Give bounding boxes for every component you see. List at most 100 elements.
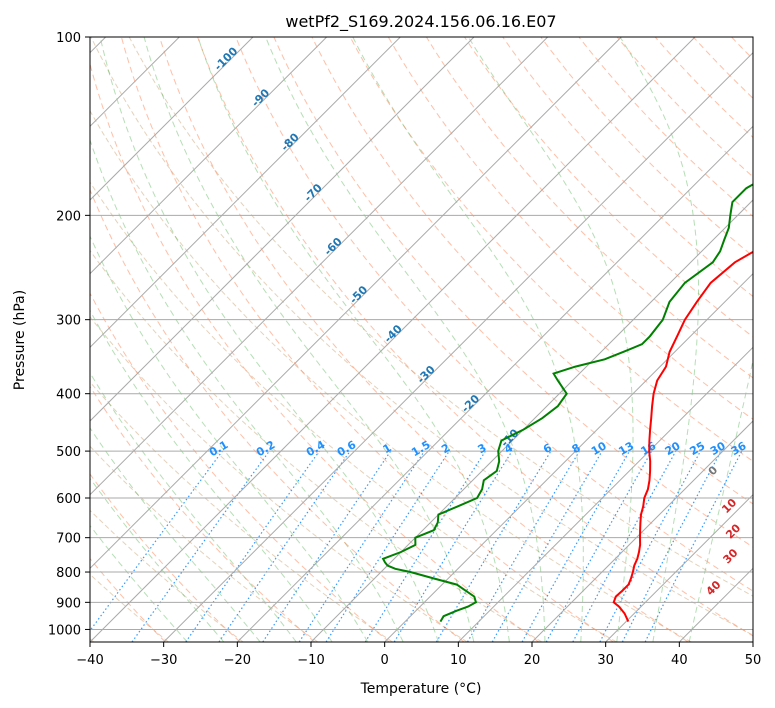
x-tick-label: 20	[524, 653, 541, 668]
mixing-ratio-line	[90, 450, 223, 632]
theta-e-line	[90, 37, 753, 636]
y-tick-label: 900	[56, 596, 81, 611]
plot-area: 0.1 0.2 0.4 0.6 1 1.5 2 3 4 6 8 10 13 16 20 25 30 36-100-…	[90, 37, 753, 642]
moist-adiabat	[90, 235, 369, 642]
isotherm-line	[90, 37, 475, 422]
isotherms	[90, 37, 753, 642]
chart-title: wetPf2_S169.2024.156.06.16.E07	[285, 12, 556, 32]
mixing-ratio-line	[131, 450, 270, 642]
isotherm-line	[90, 37, 254, 201]
mixing-ratio-line	[218, 450, 351, 642]
y-axis-ticks: 100 200 300 400 500 600 700 800 900 1000	[48, 31, 90, 638]
moist-adiabat	[90, 138, 404, 642]
theta-e-line	[90, 445, 319, 642]
isotherm-line	[236, 125, 753, 642]
mixing-ratio-line	[298, 450, 425, 642]
isotherm-line	[90, 37, 401, 349]
moist-adiabat	[265, 37, 546, 642]
moist-adiabat	[352, 37, 584, 642]
isotherm-line	[90, 37, 549, 496]
y-tick-label: 400	[56, 388, 81, 403]
plot-frame	[89, 36, 754, 643]
moist-adiabat	[90, 371, 297, 642]
moist-adiabat	[688, 358, 753, 642]
dry-adiabat	[120, 37, 614, 642]
mixing-ratio-line	[644, 450, 743, 642]
dry-adiabat	[349, 37, 753, 462]
mixing-ratio-line	[521, 450, 631, 642]
moist-adiabat	[99, 37, 439, 642]
x-tick-label: −10	[297, 653, 324, 668]
y-tick-label: 300	[56, 314, 81, 329]
isobars	[90, 37, 753, 630]
theta-e-line	[128, 37, 753, 597]
temperature-profile	[612, 250, 753, 623]
x-tick-label: −20	[224, 653, 251, 668]
mixing-ratio-line	[545, 450, 653, 642]
x-tick-label: 10	[450, 653, 467, 668]
y-tick-label: 700	[56, 532, 81, 547]
moist-adiabat	[90, 524, 188, 642]
dry-adiabat	[235, 37, 753, 592]
moist-adiabat	[619, 37, 699, 642]
dry-adiabat	[159, 37, 689, 642]
moist-adiabat	[90, 309, 333, 642]
isotherm-line	[605, 493, 753, 642]
theta-e-line	[90, 109, 692, 642]
y-tick-label: 100	[56, 31, 81, 46]
isotherm-line	[310, 199, 753, 642]
x-tick-label: 30	[597, 653, 614, 668]
moist-adiabat	[90, 477, 225, 642]
dry-adiabat	[425, 37, 753, 379]
x-tick-label: 0	[381, 653, 389, 668]
isotherm-line	[90, 37, 696, 642]
y-tick-label: 600	[56, 492, 81, 507]
mixing-ratio-line	[262, 450, 392, 642]
x-tick-label: 40	[671, 653, 688, 668]
mixing-ratio-line	[185, 450, 320, 642]
isotherm-line	[457, 346, 753, 642]
mixing-ratio-lines	[90, 450, 743, 642]
theta-e-line	[90, 316, 468, 642]
isotherm-line	[90, 37, 328, 275]
theta-e-line	[90, 249, 543, 642]
y-tick-label: 800	[56, 566, 81, 581]
dry-adiabat	[387, 37, 753, 420]
dry-adiabat	[90, 188, 465, 642]
dry-adiabat	[464, 37, 753, 338]
dewpoint-profile	[381, 183, 753, 623]
mixing-ratio-line	[572, 450, 677, 642]
x-tick-label: 50	[745, 653, 762, 668]
theta-e-line	[90, 181, 617, 642]
y-tick-label: 200	[56, 209, 81, 224]
moist-adiabat	[143, 37, 475, 642]
isotherm-line	[90, 37, 622, 570]
y-tick-label: 1000	[48, 623, 81, 638]
mixing-ratio-line	[325, 450, 450, 642]
theta-e-line	[90, 509, 244, 642]
isotherm-line	[531, 420, 753, 642]
x-axis-label: Temperature (°C)	[360, 681, 482, 697]
dry-adiabat	[90, 385, 316, 642]
isotherm-line	[384, 272, 753, 642]
theta-e-line	[90, 573, 169, 642]
moist-adiabat	[90, 427, 261, 642]
y-tick-label: 500	[56, 445, 81, 460]
theta-e-line	[90, 381, 393, 642]
moist-adiabat	[197, 37, 510, 642]
dry-adiabat	[311, 37, 753, 505]
dry-adiabat	[90, 292, 390, 642]
x-tick-label: −40	[76, 653, 103, 668]
dry-adiabat	[273, 37, 753, 548]
isotherm-line	[163, 51, 753, 642]
dry-adiabat	[90, 473, 241, 642]
theta-e-lines	[90, 37, 753, 642]
dry-adiabats	[90, 37, 753, 642]
y-axis-label: Pressure (hPa)	[12, 290, 28, 390]
x-tick-label: −30	[150, 653, 177, 668]
dry-adiabat	[502, 37, 753, 298]
mixing-ratio-line	[393, 450, 513, 642]
x-axis-ticks: −40 −30 −20 −10 0 10 20 30 40 50	[76, 642, 761, 668]
